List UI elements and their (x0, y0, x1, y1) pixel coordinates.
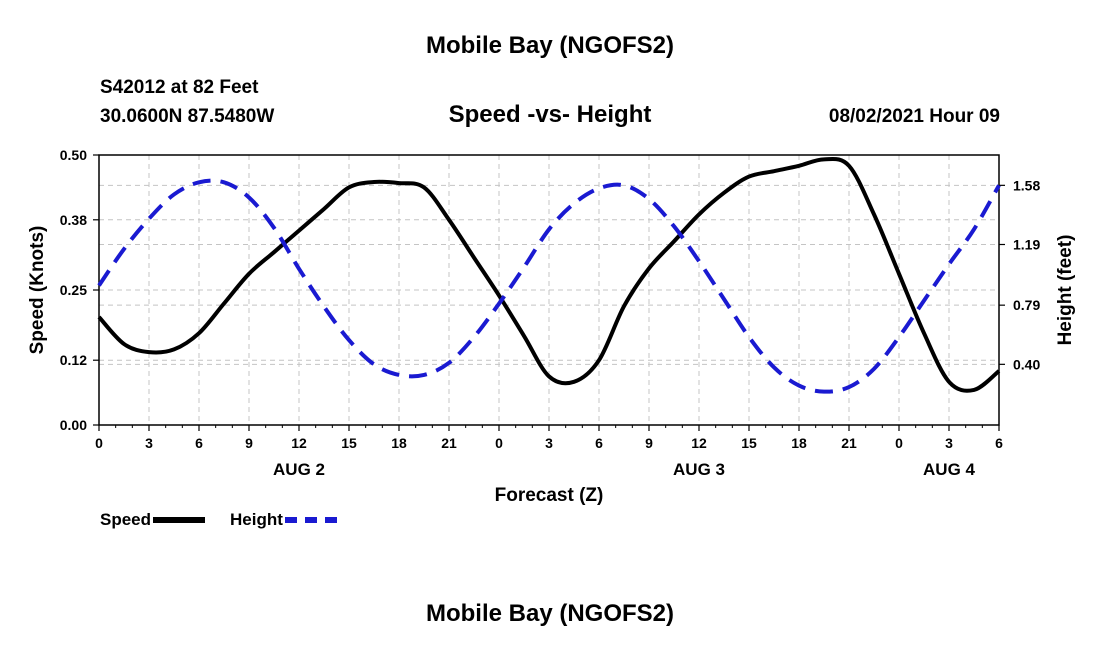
y2-tick-label: 1.19 (1013, 236, 1040, 252)
x-tick-label: 21 (841, 435, 857, 451)
legend-speed-swatch (153, 517, 206, 523)
y-tick-label: 0.00 (60, 417, 87, 433)
date-label: AUG 3 (673, 460, 725, 479)
x-tick-label: 6 (995, 435, 1003, 451)
series-line-speed (97, 156, 1001, 393)
x-tick-label: 9 (245, 435, 253, 451)
series-line-height (97, 178, 1001, 394)
x-tick-label: 3 (945, 435, 953, 451)
x-tick-label: 3 (545, 435, 553, 451)
station-label: S42012 at 82 Feet (100, 77, 259, 98)
page-title-top: Mobile Bay (NGOFS2) (425, 32, 675, 59)
x-tick-label: 6 (195, 435, 203, 451)
x-tick-label: 12 (291, 435, 307, 451)
x-tick-label: 0 (495, 435, 503, 451)
legend-speed-label: Speed (100, 510, 152, 529)
x-tick-label: 18 (791, 435, 807, 451)
x-tick-label: 18 (391, 435, 407, 451)
y2-axis-title: Height (feet) (1055, 235, 1076, 346)
legend-height: Height (230, 509, 337, 531)
x-tick-label: 9 (645, 435, 653, 451)
chart-subtitle: Speed -vs- Height (448, 101, 652, 128)
x-tick-label: 15 (741, 435, 757, 451)
coordinates-label: 30.0600N 87.5480W (100, 106, 275, 127)
y-tick-label: 0.12 (60, 352, 87, 368)
x-tick-label: 21 (441, 435, 457, 451)
y-tick-label: 0.50 (60, 147, 87, 163)
legend-height-swatch (284, 517, 337, 523)
legend-height-label: Height (230, 510, 283, 529)
x-tick-label: 12 (691, 435, 707, 451)
y-axis-title: Speed (Knots) (27, 226, 48, 355)
x-tick-label: 0 (895, 435, 903, 451)
page-title-bottom: Mobile Bay (NGOFS2) (425, 600, 675, 627)
timestamp-label: 08/02/2021 Hour 09 (828, 106, 1000, 127)
y2-tick-label: 1.58 (1013, 177, 1040, 193)
y2-tick-label: 0.40 (1013, 356, 1040, 372)
legend-speed: Speed (100, 509, 206, 531)
x-tick-label: 3 (145, 435, 153, 451)
date-label: AUG 4 (923, 460, 976, 479)
y-tick-label: 0.38 (60, 212, 87, 228)
y2-tick-label: 0.79 (1013, 297, 1040, 313)
date-label: AUG 2 (273, 460, 325, 479)
y-tick-label: 0.25 (60, 282, 87, 298)
x-tick-label: 0 (95, 435, 103, 451)
x-tick-label: 15 (341, 435, 357, 451)
x-axis-title: Forecast (Z) (495, 485, 604, 506)
x-tick-label: 6 (595, 435, 603, 451)
